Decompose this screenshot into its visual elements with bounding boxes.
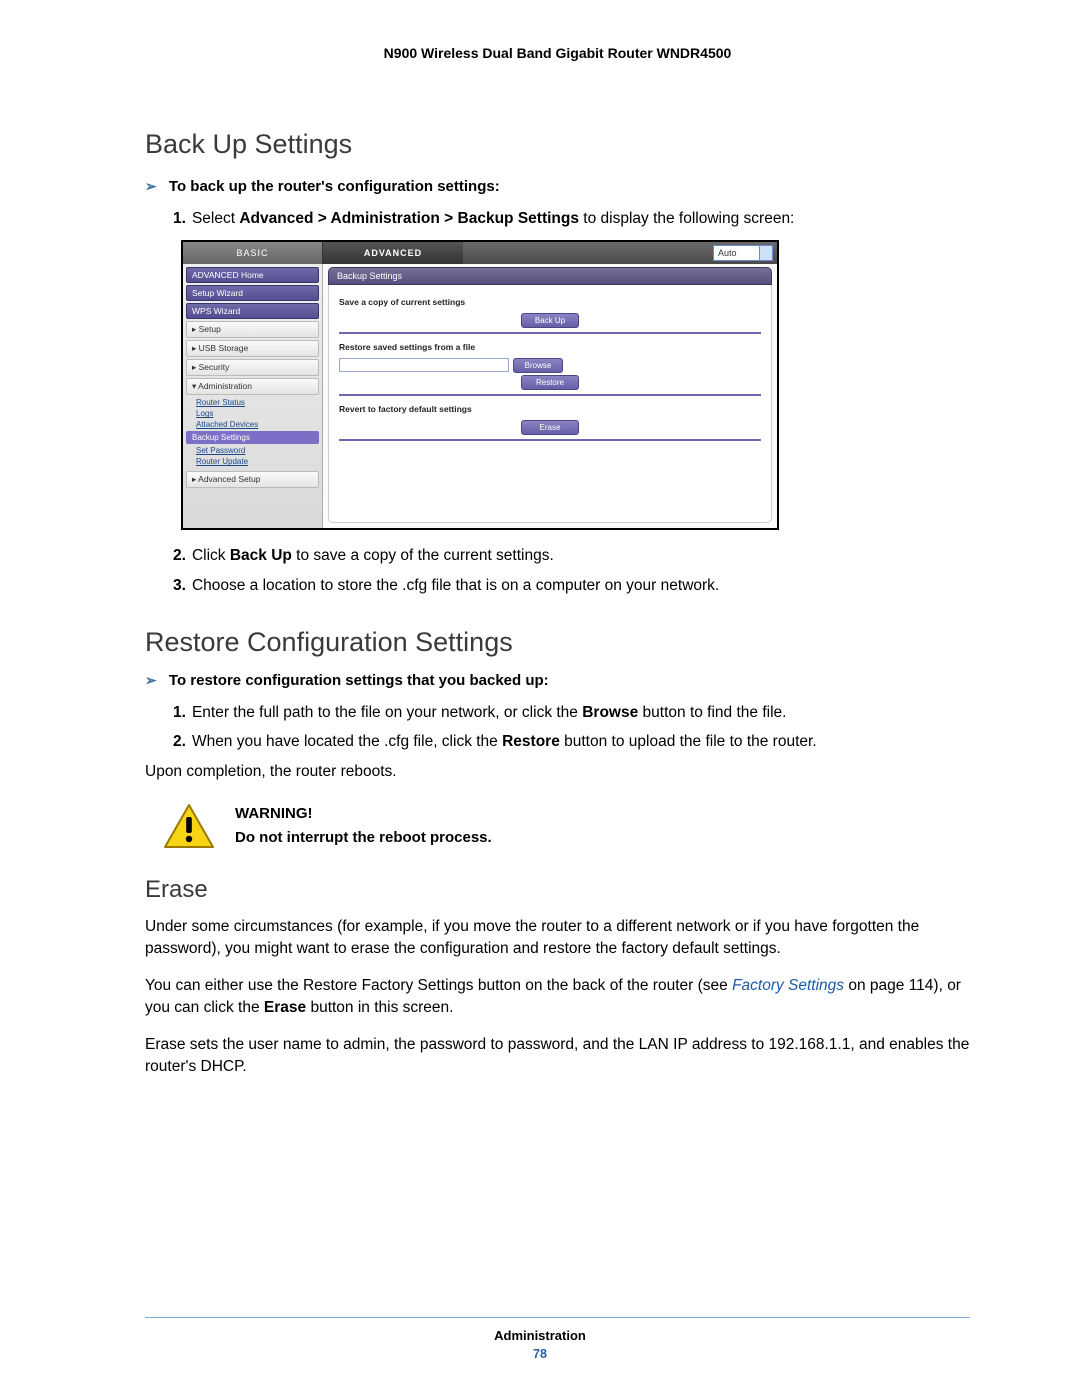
sidebar-advanced-home[interactable]: ADVANCED Home xyxy=(186,267,319,283)
sidebar-sub-status[interactable]: Router Status xyxy=(186,397,319,408)
tab-advanced[interactable]: ADVANCED xyxy=(323,242,463,264)
label-restore: Restore saved settings from a file xyxy=(339,342,761,352)
step1-bold: Advanced > Administration > Backup Setti… xyxy=(239,210,579,227)
erase-p1: Under some circumstances (for example, i… xyxy=(145,916,970,961)
backup-button[interactable]: Back Up xyxy=(521,313,579,328)
t: Back Up xyxy=(230,547,292,564)
sidebar-sub-backup[interactable]: Backup Settings xyxy=(186,431,319,444)
arrow-icon: ➢ xyxy=(145,672,157,688)
link-factory-settings[interactable]: Factory Settings xyxy=(732,977,844,994)
heading-restore: Restore Configuration Settings xyxy=(145,627,970,658)
t: button in this screen. xyxy=(306,999,453,1016)
label-save-copy: Save a copy of current settings xyxy=(339,297,761,307)
heading-backup-settings: Back Up Settings xyxy=(145,129,970,160)
warning-title: WARNING! xyxy=(235,802,492,826)
divider xyxy=(339,332,761,334)
t: button to upload the file to the router. xyxy=(560,733,817,750)
browse-button[interactable]: Browse xyxy=(513,358,563,373)
page-footer: Administration 78 xyxy=(0,1317,1080,1361)
t: Restore xyxy=(502,733,560,750)
file-path-input[interactable] xyxy=(339,358,509,372)
step-1: 1.Select Advanced > Administration > Bac… xyxy=(173,207,970,230)
restore-button[interactable]: Restore xyxy=(521,375,579,390)
procedure-lead-1: ➢ To back up the router's configuration … xyxy=(145,178,970,195)
lead-text: To back up the router's configuration se… xyxy=(169,178,500,195)
sidebar-cat-security[interactable]: ▸ Security xyxy=(186,359,319,376)
warning-icon xyxy=(163,803,215,849)
t: Choose a location to store the .cfg file… xyxy=(192,577,719,594)
sidebar-sub-logs[interactable]: Logs xyxy=(186,408,319,419)
footer-page-number: 78 xyxy=(0,1347,1080,1361)
t: Browse xyxy=(582,704,638,721)
lead-text: To restore configuration settings that y… xyxy=(169,672,549,689)
t: to save a copy of the current settings. xyxy=(292,547,554,564)
sidebar-sub-attached[interactable]: Attached Devices xyxy=(186,419,319,430)
divider xyxy=(339,394,761,396)
heading-erase: Erase xyxy=(145,876,970,904)
sidebar: ADVANCED Home Setup Wizard WPS Wizard ▸ … xyxy=(183,264,323,528)
restore-step-2: 2.When you have located the .cfg file, c… xyxy=(173,730,970,753)
tab-basic[interactable]: BASIC xyxy=(183,242,323,264)
sidebar-cat-admin[interactable]: ▾ Administration xyxy=(186,378,319,395)
restore-after: Upon completion, the router reboots. xyxy=(145,761,970,783)
sidebar-cat-usb[interactable]: ▸ USB Storage xyxy=(186,340,319,357)
warning-body: Do not interrupt the reboot process. xyxy=(235,826,492,850)
sidebar-sub-setpw[interactable]: Set Password xyxy=(186,445,319,456)
t: Click xyxy=(192,547,230,564)
doc-header: N900 Wireless Dual Band Gigabit Router W… xyxy=(145,45,970,61)
footer-category: Administration xyxy=(0,1328,1080,1343)
warning-block: WARNING! Do not interrupt the reboot pro… xyxy=(163,802,970,850)
erase-p3: Erase sets the user name to admin, the p… xyxy=(145,1034,970,1079)
main-panel: Backup Settings Save a copy of current s… xyxy=(323,264,777,528)
t: button to find the file. xyxy=(638,704,786,721)
procedure-lead-2: ➢ To restore configuration settings that… xyxy=(145,672,970,689)
panel-title: Backup Settings xyxy=(328,267,772,285)
t: Erase xyxy=(264,999,306,1016)
erase-button[interactable]: Erase xyxy=(521,420,579,435)
t: You can either use the Restore Factory S… xyxy=(145,977,732,994)
t: When you have located the .cfg file, cli… xyxy=(192,733,502,750)
sidebar-wps-wizard[interactable]: WPS Wizard xyxy=(186,303,319,319)
restore-step-1: 1.Enter the full path to the file on you… xyxy=(173,701,970,724)
sidebar-sub-update[interactable]: Router Update xyxy=(186,456,319,467)
step1-suf: to display the following screen: xyxy=(579,210,794,227)
language-select[interactable]: Auto xyxy=(713,245,773,261)
footer-divider xyxy=(145,1317,970,1318)
divider xyxy=(339,439,761,441)
step1-pre: Select xyxy=(192,210,239,227)
step-3: 3.Choose a location to store the .cfg fi… xyxy=(173,574,970,597)
sidebar-setup-wizard[interactable]: Setup Wizard xyxy=(186,285,319,301)
router-screenshot: BASIC ADVANCED Auto ADVANCED Home Setup … xyxy=(181,240,779,530)
erase-p2: You can either use the Restore Factory S… xyxy=(145,975,970,1020)
step-2: 2.Click Back Up to save a copy of the cu… xyxy=(173,544,970,567)
arrow-icon: ➢ xyxy=(145,178,157,194)
label-revert: Revert to factory default settings xyxy=(339,404,761,414)
t: Enter the full path to the file on your … xyxy=(192,704,582,721)
sidebar-cat-setup[interactable]: ▸ Setup xyxy=(186,321,319,338)
sidebar-cat-advsetup[interactable]: ▸ Advanced Setup xyxy=(186,471,319,488)
